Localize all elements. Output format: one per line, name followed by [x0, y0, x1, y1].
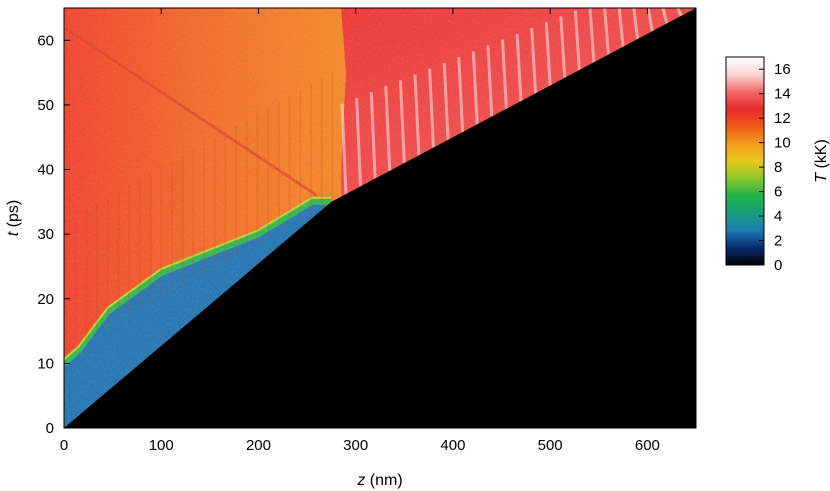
x-axis-label: z (nm) — [356, 472, 402, 489]
x-tick-label: 0 — [60, 437, 68, 454]
y-tick-label: 10 — [37, 355, 54, 372]
colorbar-tick-label: 16 — [774, 61, 791, 78]
colorbar-tick-label: 10 — [774, 135, 791, 152]
y-axis-label: t (ps) — [5, 200, 22, 236]
colorbar-tick-label: 0 — [774, 257, 782, 274]
x-tick-label: 400 — [440, 437, 465, 454]
colorbar-tick-label: 12 — [774, 110, 791, 127]
x-axis: 0 100 200 300 400 500 600 — [60, 8, 660, 454]
plot-frame — [63, 7, 697, 429]
y-tick-label: 50 — [37, 97, 54, 114]
x-tick-label: 100 — [149, 437, 174, 454]
region-unperturbed — [64, 8, 696, 428]
y-axis: 0 10 20 30 40 50 60 — [37, 32, 696, 437]
y-tick-label: 60 — [37, 32, 54, 49]
colorbar-ticks: 0 2 4 6 8 10 12 14 16 — [759, 61, 791, 274]
colorbar-label: T (kK) — [813, 139, 830, 183]
x-tick-label: 300 — [343, 437, 368, 454]
y-tick-label: 20 — [37, 291, 54, 308]
colorbar-tick-label: 2 — [774, 233, 782, 250]
x-tick-label: 200 — [246, 437, 271, 454]
x-tick-label: 500 — [538, 437, 563, 454]
colorbar: 0 2 4 6 8 10 12 14 16 T (kK) — [725, 56, 830, 274]
plot-area — [64, 8, 696, 428]
x-tick-label: 600 — [635, 437, 660, 454]
colorbar-tick-label: 6 — [774, 184, 782, 201]
y-tick-label: 0 — [46, 420, 54, 437]
colorbar-tick-label: 14 — [774, 86, 791, 103]
colorbar-tick-label: 8 — [774, 159, 782, 176]
y-tick-label: 30 — [37, 226, 54, 243]
y-tick-label: 40 — [37, 162, 54, 179]
colorbar-tick-label: 4 — [774, 208, 782, 225]
colorbar-scale — [725, 56, 765, 266]
